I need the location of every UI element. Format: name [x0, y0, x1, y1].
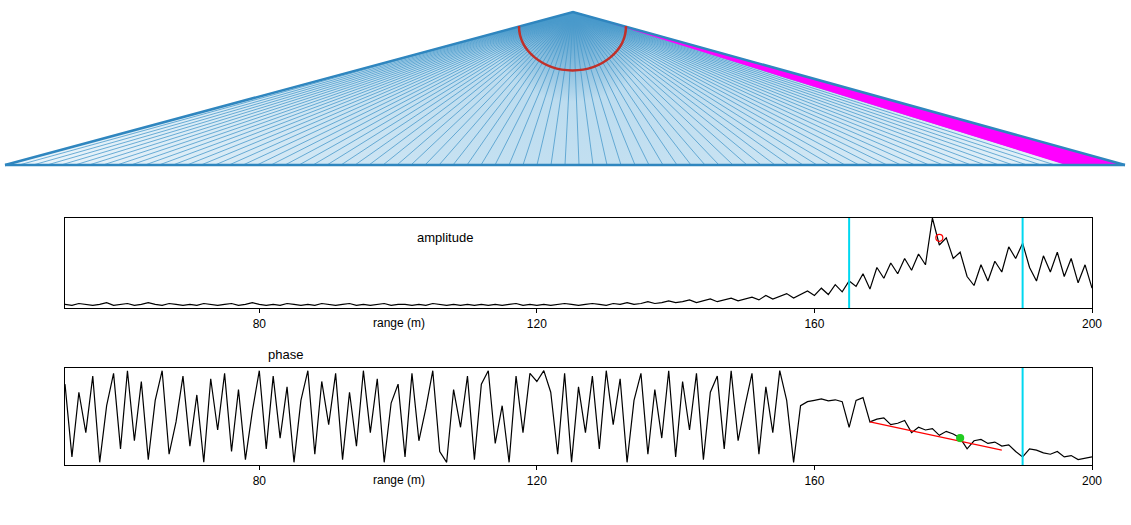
svg-text:160: 160 [804, 474, 824, 488]
svg-text:range (m): range (m) [373, 473, 425, 487]
svg-text:80: 80 [253, 317, 267, 331]
svg-text:200: 200 [1082, 317, 1102, 331]
svg-text:phase: phase [268, 347, 303, 362]
svg-text:amplitude: amplitude [417, 230, 473, 245]
svg-text:200: 200 [1082, 474, 1102, 488]
svg-text:80: 80 [253, 474, 267, 488]
svg-text:160: 160 [804, 317, 824, 331]
svg-text:120: 120 [527, 474, 547, 488]
svg-text:120: 120 [527, 317, 547, 331]
svg-text:range (m): range (m) [373, 316, 425, 330]
